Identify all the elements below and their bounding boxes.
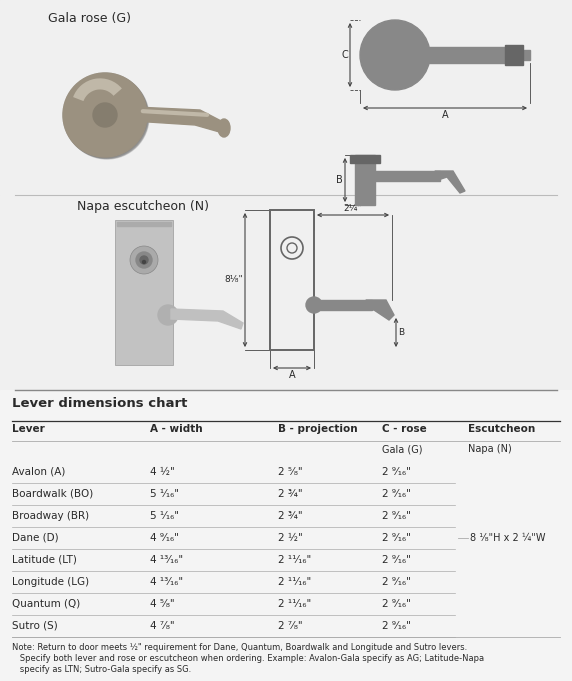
Bar	[0, 195, 572, 390]
Circle shape	[65, 75, 149, 159]
Text: A - width: A - width	[150, 424, 202, 434]
Circle shape	[142, 261, 145, 264]
Text: 2 ½": 2 ½"	[278, 533, 303, 543]
Text: B: B	[336, 175, 343, 185]
Circle shape	[140, 256, 148, 264]
Circle shape	[130, 246, 158, 274]
Text: A: A	[442, 110, 448, 120]
Polygon shape	[133, 107, 225, 133]
Text: Broadway (BR): Broadway (BR)	[12, 511, 89, 521]
Text: 2 ⁹⁄₁₆": 2 ⁹⁄₁₆"	[382, 533, 411, 543]
Circle shape	[63, 73, 147, 157]
Text: C: C	[341, 50, 348, 60]
Text: 2 ⁵⁄₈": 2 ⁵⁄₈"	[278, 467, 303, 477]
Text: 2 ⁹⁄₁₆": 2 ⁹⁄₁₆"	[382, 489, 411, 499]
Text: 2 ¹¹⁄₁₆": 2 ¹¹⁄₁₆"	[278, 555, 311, 565]
Text: B: B	[398, 328, 404, 337]
Text: Specify both lever and rose or escutcheon when ordering. Example: Avalon-Gala sp: Specify both lever and rose or escutcheo…	[12, 654, 484, 663]
Text: Lever: Lever	[12, 424, 45, 434]
Text: Longitude (LG): Longitude (LG)	[12, 577, 89, 587]
Text: 4 ¹³⁄₁₆": 4 ¹³⁄₁₆"	[150, 555, 183, 565]
Text: Boardwalk (BO): Boardwalk (BO)	[12, 489, 93, 499]
Polygon shape	[435, 171, 465, 193]
Ellipse shape	[218, 119, 230, 137]
Bar	[375, 171, 440, 181]
Text: 2 ¾": 2 ¾"	[278, 511, 303, 521]
Text: Escutcheon: Escutcheon	[468, 424, 535, 434]
Bar	[312, 300, 372, 310]
Circle shape	[93, 103, 117, 127]
Text: Napa (N): Napa (N)	[468, 444, 512, 454]
Text: 8¹⁄₈": 8¹⁄₈"	[224, 276, 243, 285]
FancyArrowPatch shape	[143, 111, 207, 115]
Text: 2 ¹¹⁄₁₆": 2 ¹¹⁄₁₆"	[278, 599, 311, 609]
Bar	[515, 50, 530, 60]
Circle shape	[360, 20, 430, 90]
Text: 2 ⁹⁄₁₆": 2 ⁹⁄₁₆"	[382, 599, 411, 609]
Text: 2 ¾": 2 ¾"	[278, 489, 303, 499]
Circle shape	[158, 305, 178, 325]
Circle shape	[65, 74, 149, 159]
Text: Napa escutcheon (N): Napa escutcheon (N)	[77, 200, 209, 213]
Text: Note: Return to door meets ½" requirement for Dane, Quantum, Boardwalk and Longi: Note: Return to door meets ½" requiremen…	[12, 643, 467, 652]
Text: A: A	[289, 370, 295, 380]
Text: Quantum (Q): Quantum (Q)	[12, 599, 80, 609]
Text: 2 ⁹⁄₁₆": 2 ⁹⁄₁₆"	[382, 577, 411, 587]
Text: 4 ½": 4 ½"	[150, 467, 175, 477]
Bar	[117, 222, 171, 226]
Text: Gala rose (G): Gala rose (G)	[49, 12, 132, 25]
Circle shape	[63, 73, 147, 157]
Text: 5 ¹⁄₁₆": 5 ¹⁄₁₆"	[150, 489, 179, 499]
Bar	[350, 155, 380, 163]
Polygon shape	[171, 309, 243, 329]
Text: 2 ⁹⁄₁₆": 2 ⁹⁄₁₆"	[382, 511, 411, 521]
Text: 2 ⁷⁄₈": 2 ⁷⁄₈"	[278, 621, 303, 631]
Text: Dane (D): Dane (D)	[12, 533, 58, 543]
Text: 4 ⁹⁄₁₆": 4 ⁹⁄₁₆"	[150, 533, 179, 543]
Text: 2 ¹¹⁄₁₆": 2 ¹¹⁄₁₆"	[278, 577, 311, 587]
Bar	[355, 155, 375, 205]
Text: B - projection: B - projection	[278, 424, 358, 434]
Text: Gala (G): Gala (G)	[382, 444, 423, 454]
Bar	[0, 0, 572, 195]
Bar	[505, 45, 523, 65]
Text: 2 ⁹⁄₁₆": 2 ⁹⁄₁₆"	[382, 467, 411, 477]
Text: 4 ¹³⁄₁₆": 4 ¹³⁄₁₆"	[150, 577, 183, 587]
Text: 4 ⁷⁄₈": 4 ⁷⁄₈"	[150, 621, 174, 631]
Circle shape	[63, 74, 148, 157]
Text: C - rose: C - rose	[382, 424, 427, 434]
Text: specify as LTN; Sutro-Gala specify as SG.: specify as LTN; Sutro-Gala specify as SG…	[12, 665, 191, 674]
Text: 5 ¹⁄₁₆": 5 ¹⁄₁₆"	[150, 511, 179, 521]
Bar	[395, 47, 515, 63]
Text: 2¼": 2¼"	[344, 204, 362, 213]
Text: Latitude (LT): Latitude (LT)	[12, 555, 77, 565]
Text: Avalon (A): Avalon (A)	[12, 467, 65, 477]
Text: 2 ⁹⁄₁₆": 2 ⁹⁄₁₆"	[382, 555, 411, 565]
Polygon shape	[366, 300, 394, 320]
Circle shape	[136, 252, 152, 268]
Text: Sutro (S): Sutro (S)	[12, 621, 58, 631]
Circle shape	[306, 297, 322, 313]
Bar	[270, 210, 314, 350]
Text: 4 ⁵⁄₈": 4 ⁵⁄₈"	[150, 599, 174, 609]
Bar	[0, 390, 572, 681]
Text: 2 ⁹⁄₁₆": 2 ⁹⁄₁₆"	[382, 621, 411, 631]
Text: Lever dimensions chart: Lever dimensions chart	[12, 397, 188, 410]
Circle shape	[64, 74, 148, 158]
Bar	[115, 220, 173, 365]
Text: 8 ¹⁄₈"H x 2 ¼"W: 8 ¹⁄₈"H x 2 ¼"W	[470, 533, 546, 543]
